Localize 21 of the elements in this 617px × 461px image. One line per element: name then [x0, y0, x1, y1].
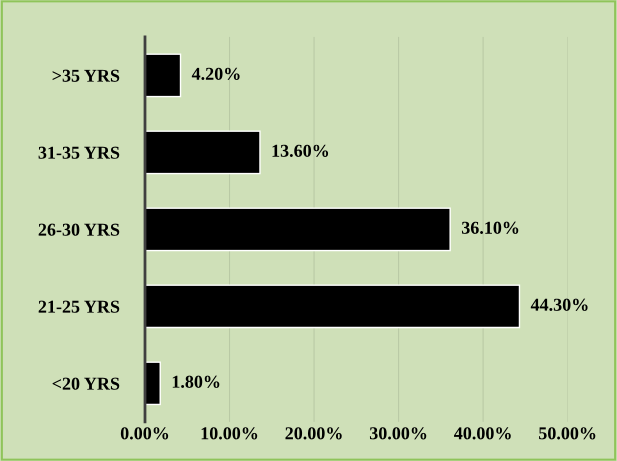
x-tick-label: 30.00% [370, 427, 426, 440]
data-label: 44.30% [530, 298, 588, 311]
y-tick-label: 21-25 YRS [38, 300, 120, 313]
bar [144, 207, 451, 252]
x-tick-label: 20.00% [285, 427, 342, 440]
x-tick-label: 10.00% [202, 427, 258, 440]
bar [144, 54, 182, 98]
x-tick-label: 0.00% [120, 427, 168, 440]
data-label: 36.10% [462, 222, 518, 234]
x-tick-label: 40.00% [454, 427, 511, 440]
y-tick-label: 31-35 YRS [38, 146, 120, 159]
y-tick-label: 26-30 YRS [38, 224, 120, 236]
data-label: 1.80% [172, 376, 220, 388]
y-tick-label: >35 YRS [52, 70, 120, 82]
bar [144, 284, 520, 328]
data-label: 13.60% [272, 144, 328, 157]
bar [144, 361, 161, 406]
bar [144, 130, 261, 174]
data-label: 4.20% [192, 68, 240, 80]
x-tick-label: 50.00% [539, 427, 596, 440]
y-tick-label: <20 YRS [52, 378, 120, 390]
